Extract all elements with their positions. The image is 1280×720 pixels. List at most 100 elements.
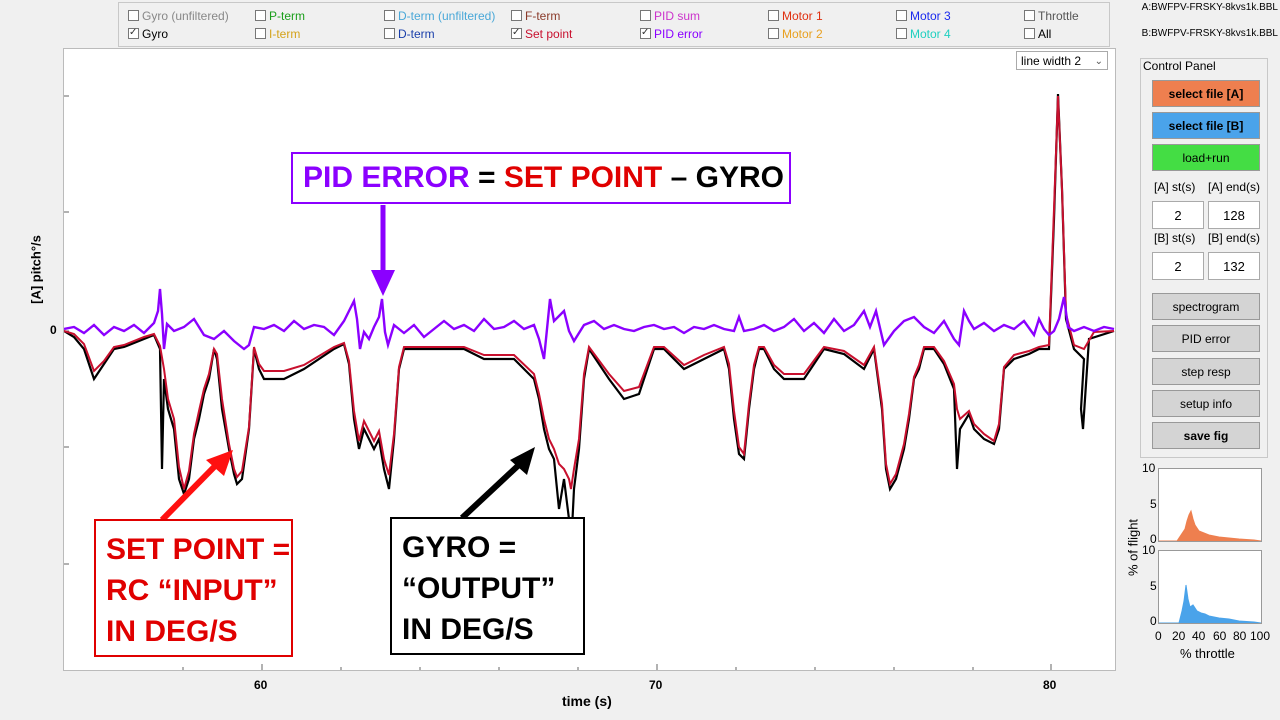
b-start-input[interactable]: 2 (1152, 252, 1204, 280)
checkbox-label: D-term (unfiltered) (398, 9, 496, 23)
hist-a-ytick-zero: 0 (1150, 532, 1157, 546)
load-run-button[interactable]: load+run (1152, 144, 1260, 171)
checkbox-f-term[interactable]: F-term (511, 9, 560, 23)
gyro-line-1: GYRO = (402, 531, 517, 564)
checkbox-label: Throttle (1038, 9, 1079, 23)
a-end-input[interactable]: 128 (1208, 201, 1260, 229)
checkbox-label: All (1038, 27, 1052, 41)
checkbox-gyro-unfiltered[interactable]: Gyro (unfiltered) (128, 9, 229, 23)
checkbox-box[interactable] (128, 26, 139, 40)
checkbox-box[interactable] (511, 10, 522, 21)
setup-info-button[interactable]: setup info (1152, 390, 1260, 417)
hist-xtick-20: 20 (1172, 629, 1186, 643)
throttle-histogram-a (1158, 468, 1262, 542)
set-point-text: SET POINT (503, 161, 663, 194)
trace-checkbox-bar (118, 2, 1110, 47)
checkbox-pid-error[interactable]: PID error (640, 26, 703, 41)
step-resp-button[interactable]: step resp (1152, 358, 1260, 385)
b-end-input[interactable]: 132 (1208, 252, 1260, 280)
y-tick-zero: 0 (50, 323, 57, 337)
hist-b-ytick-top: 10 (1142, 543, 1156, 557)
pid-error-trace (64, 288, 1115, 360)
checkbox-box[interactable] (768, 10, 779, 21)
minus-gyro-text: – GYRO (670, 161, 784, 194)
checkbox-label: Motor 3 (910, 9, 951, 23)
checkbox-motor-4[interactable]: Motor 4 (896, 27, 951, 41)
checkbox-box[interactable] (384, 28, 395, 39)
checkbox-label: Motor 1 (782, 9, 823, 23)
hist-b-ytick-mid: 5 (1150, 579, 1157, 593)
set-point-line-1: SET POINT = (106, 533, 291, 566)
x-tick-80: 80 (1043, 678, 1057, 692)
line-width-select[interactable]: line width 2 ⌄ (1016, 51, 1108, 70)
set-point-annotation: SET POINT = RC “INPUT” IN DEG/S (94, 519, 293, 657)
hist-x-label: % throttle (1180, 646, 1235, 661)
checkbox-all[interactable]: All (1024, 27, 1051, 41)
a-start-label: [A] st(s) (1154, 180, 1196, 194)
hist-xtick-60: 60 (1213, 629, 1227, 643)
hist-xtick-100: 100 (1250, 629, 1271, 643)
y-axis-label: [A] pitch°/s (28, 235, 44, 304)
set-point-trace (64, 95, 1115, 490)
hist-b-ytick-zero: 0 (1150, 614, 1157, 628)
b-start-label: [B] st(s) (1154, 231, 1196, 245)
checkbox-d-term[interactable]: D-term (384, 27, 435, 41)
checkbox-box[interactable] (640, 10, 651, 21)
checkbox-label: Set point (525, 27, 573, 41)
pid-error-button[interactable]: PID error (1152, 325, 1260, 352)
x-tick-60: 60 (254, 678, 268, 692)
hist-a-ytick-top: 10 (1142, 461, 1156, 475)
checkbox-gyro[interactable]: Gyro (128, 26, 169, 41)
checkbox-i-term[interactable]: I-term (255, 27, 300, 41)
checkbox-box[interactable] (255, 10, 266, 21)
checkbox-motor-3[interactable]: Motor 3 (896, 9, 951, 23)
checkbox-box[interactable] (128, 10, 139, 21)
checkbox-label: F-term (525, 9, 561, 23)
checkbox-box[interactable] (896, 10, 907, 21)
equals-text: = (478, 161, 496, 194)
control-panel-title: Control Panel (1141, 59, 1218, 73)
checkbox-box[interactable] (1024, 28, 1035, 39)
checkbox-label: Motor 4 (910, 27, 951, 41)
line-width-value: line width 2 (1021, 54, 1082, 68)
save-fig-button[interactable]: save fig (1152, 422, 1260, 449)
checkbox-throttle[interactable]: Throttle (1024, 9, 1079, 23)
checkbox-label: PID sum (654, 9, 701, 23)
checkbox-label: Motor 2 (782, 27, 823, 41)
checkbox-label: Gyro (unfiltered) (142, 9, 229, 23)
checkbox-box[interactable] (768, 28, 779, 39)
checkbox-pid-sum[interactable]: PID sum (640, 9, 700, 23)
checkbox-p-term[interactable]: P-term (255, 9, 305, 23)
gyro-line-2: “OUTPUT” (402, 572, 556, 605)
a-end-label: [A] end(s) (1208, 180, 1261, 194)
a-start-input[interactable]: 2 (1152, 201, 1204, 229)
gyro-line-3: IN DEG/S (402, 613, 534, 646)
checkbox-label: D-term (398, 27, 435, 41)
x-axis-label: time (s) (562, 693, 612, 709)
checkbox-motor-2[interactable]: Motor 2 (768, 27, 823, 41)
checkbox-motor-1[interactable]: Motor 1 (768, 9, 823, 23)
hist-y-label: % of flight (1125, 518, 1141, 577)
select-file-b-button[interactable]: select file [B] (1152, 112, 1260, 139)
checkbox-box[interactable] (640, 26, 651, 40)
hist-xtick-40: 40 (1192, 629, 1206, 643)
checkbox-label: Gyro (142, 27, 169, 41)
control-panel (1140, 58, 1268, 458)
checkbox-box[interactable] (255, 28, 266, 39)
set-point-line-2: RC “INPUT” (106, 574, 278, 607)
gyro-annotation: GYRO = “OUTPUT” IN DEG/S (390, 517, 585, 655)
checkbox-box[interactable] (896, 28, 907, 39)
checkbox-label: P-term (269, 9, 305, 23)
spectrogram-button[interactable]: spectrogram (1152, 293, 1260, 320)
checkbox-set-point[interactable]: Set point (511, 26, 573, 41)
checkbox-d-term-unfiltered[interactable]: D-term (unfiltered) (384, 9, 495, 23)
hist-xtick-80: 80 (1233, 629, 1247, 643)
x-tick-70: 70 (649, 678, 663, 692)
hist-a-ytick-mid: 5 (1150, 497, 1157, 511)
select-file-a-button[interactable]: select file [A] (1152, 80, 1260, 107)
checkbox-box[interactable] (384, 10, 395, 21)
checkbox-box[interactable] (511, 26, 522, 40)
pid-error-annotation: PID ERROR = SET POINT – GYRO (291, 152, 791, 204)
checkbox-box[interactable] (1024, 10, 1035, 21)
set-point-line-3: IN DEG/S (106, 615, 238, 648)
